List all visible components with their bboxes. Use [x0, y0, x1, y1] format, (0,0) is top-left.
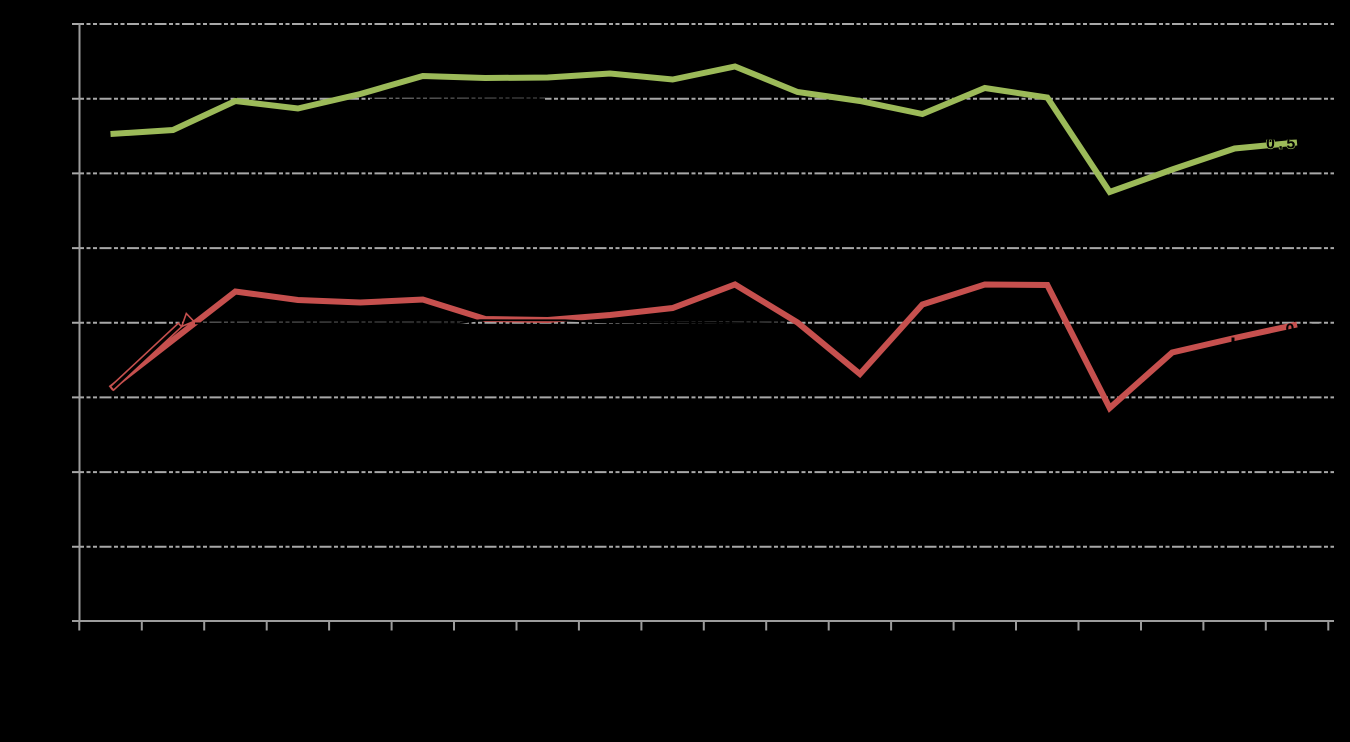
svg-text:2,2: 2,2 — [1103, 92, 1128, 108]
svg-text:0,5: 0,5 — [1266, 136, 1299, 153]
svg-text:0,35: 0,35 — [1286, 322, 1331, 339]
